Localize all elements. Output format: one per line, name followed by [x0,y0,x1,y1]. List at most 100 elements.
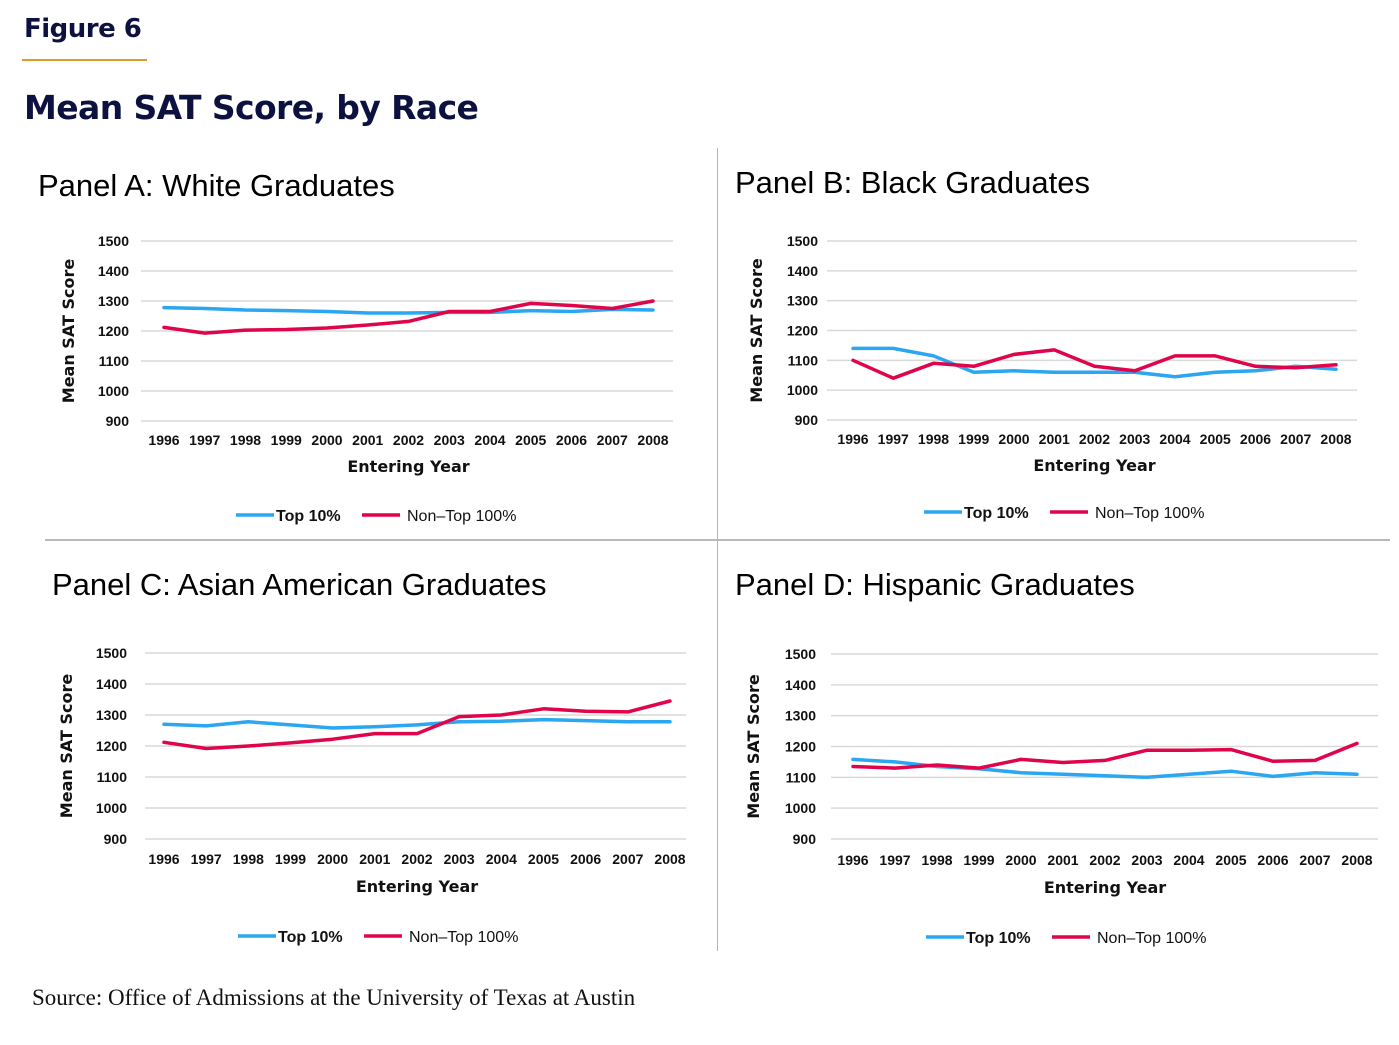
legend-label-non-top: Non–Top 100% [409,929,518,946]
series-line-top10 [851,346,1338,379]
y-tick-label: 1100 [788,352,819,368]
x-tick-label: 2005 [515,432,546,448]
y-tick-label: 1500 [785,646,816,662]
x-axis-title: Entering Year [1033,456,1155,475]
legend: Top 10% Non–Top 100% [236,508,516,525]
x-tick-label: 2002 [1079,431,1110,447]
y-tick-label: 1400 [785,677,816,693]
series-line-top10 [162,717,672,730]
x-tick-label: 2001 [1047,852,1078,868]
panel-b-chart: 1500 1400 1300 1200 1100 1000 900 Mean SAT Scor… [747,233,1357,522]
figure-label-underline [22,59,147,61]
x-tick-label: 2003 [444,851,475,867]
figure-title: Mean SAT Score, by Race [24,88,479,127]
y-tick-label: 1100 [786,769,817,785]
x-tick-label: 1996 [148,432,179,448]
x-tick-label: 1997 [878,431,909,447]
y-axis-title: Mean SAT Score [59,259,78,404]
y-tick-label: 1000 [787,382,818,398]
y-tick-label: 1400 [96,676,127,692]
series-line-non-top [162,699,672,751]
y-tick-label: 1300 [98,293,129,309]
x-tick-label: 2001 [1039,431,1070,447]
x-tick-label: 1999 [275,851,306,867]
legend-label-top10: Top 10% [276,508,341,525]
series-line-non-top [851,348,1338,380]
x-tick-label: 1996 [837,852,868,868]
x-tick-label: 2000 [1005,852,1036,868]
x-tick-label: 2005 [528,851,559,867]
x-tick-label: 2007 [597,432,628,448]
y-tick-label: 1500 [787,233,818,249]
y-tick-label: 900 [106,413,130,429]
x-tick-label: 2006 [1257,852,1288,868]
series-line-non-top [162,299,655,335]
x-tick-label: 2003 [1119,431,1150,447]
vertical-divider [717,148,718,951]
x-tick-label: 2007 [1280,431,1311,447]
y-axis-title: Mean SAT Score [744,674,763,819]
panel-d-chart: 1500 1400 1300 1200 1100 1000 900 Mean SAT Scor… [744,646,1378,947]
y-tick-label: 900 [793,831,817,847]
x-tick-label: 1999 [271,432,302,448]
y-tick-label: 1200 [787,323,818,339]
x-axis-title: Entering Year [356,877,478,896]
figure-label: Figure 6 [24,14,142,44]
legend: Top 10% Non–Top 100% [924,505,1204,522]
panel-b-title: Panel B: Black Graduates [735,165,1090,200]
x-tick-label: 1997 [191,851,222,867]
x-tick-label: 1996 [148,851,179,867]
y-tick-label: 1200 [785,739,816,755]
x-tick-label: 1997 [189,432,220,448]
x-tick-label: 1999 [963,852,994,868]
x-tick-label: 2006 [570,851,601,867]
x-tick-label: 1998 [918,431,949,447]
y-tick-label: 1300 [96,707,127,723]
legend-label-top10: Top 10% [964,505,1029,522]
legend-label-non-top: Non–Top 100% [1097,930,1206,947]
y-tick-label: 1400 [787,263,818,279]
y-tick-label: 900 [104,831,128,847]
x-tick-label: 2002 [401,851,432,867]
x-tick-label: 2007 [612,851,643,867]
y-tick-label: 1500 [96,645,127,661]
panel-c: Panel C: Asian American Graduates 1500 14… [0,550,686,950]
x-tick-label: 2006 [556,432,587,448]
panel-c-chart: 1500 1400 1300 1200 1100 1000 900 Mean SAT Scor… [57,645,686,946]
x-tick-label: 2001 [352,432,383,448]
y-tick-label: 1000 [96,800,127,816]
x-axis-title: Entering Year [1044,878,1166,897]
x-tick-label: 2004 [1159,431,1190,447]
horizontal-divider [45,539,1390,541]
x-tick-label: 2001 [359,851,390,867]
panel-a: Panel A: White Graduates 1500 1400 1300 120… [0,150,680,550]
legend-label-top10: Top 10% [966,930,1031,947]
y-axis-title: Mean SAT Score [747,258,766,403]
x-axis-title: Entering Year [347,457,469,476]
y-tick-label: 1000 [98,383,129,399]
x-tick-label: 2003 [434,432,465,448]
x-tick-label: 2005 [1200,431,1231,447]
x-tick-label: 1997 [879,852,910,868]
x-tick-label: 2008 [654,851,685,867]
y-tick-label: 1400 [98,263,129,279]
y-tick-label: 1500 [98,233,129,249]
y-tick-label: 1000 [785,800,816,816]
x-tick-label: 1998 [230,432,261,448]
legend: Top 10% Non–Top 100% [926,930,1206,947]
panel-d-title: Panel D: Hispanic Graduates [735,567,1135,602]
x-tick-label: 2000 [317,851,348,867]
panel-b: Panel B: Black Graduates 1500 1400 1300 120… [690,150,1370,550]
legend-label-top10: Top 10% [278,929,343,946]
panel-a-title: Panel A: White Graduates [38,168,395,203]
panel-d: Panel D: Hispanic Graduates 1500 1400 1300… [690,550,1378,950]
x-tick-label: 1998 [921,852,952,868]
x-tick-label: 1999 [958,431,989,447]
source-note: Source: Office of Admissions at the Univ… [32,985,636,1010]
y-tick-label: 1100 [97,769,128,785]
x-tick-label: 2004 [474,432,505,448]
x-tick-label: 1998 [233,851,264,867]
panel-c-title: Panel C: Asian American Graduates [52,567,547,602]
x-tick-label: 2006 [1240,431,1271,447]
panel-a-chart: 1500 1400 1300 1200 1100 1000 900 Mean SAT Scor… [59,233,673,525]
